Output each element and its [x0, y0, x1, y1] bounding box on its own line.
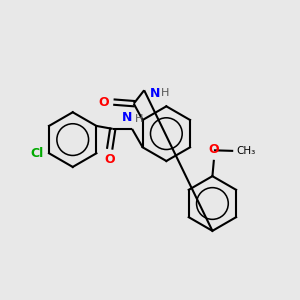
Text: O: O: [104, 153, 115, 166]
Text: H: H: [160, 88, 169, 98]
Text: O: O: [98, 96, 109, 109]
Text: CH₃: CH₃: [237, 146, 256, 156]
Text: H: H: [134, 113, 143, 124]
Text: O: O: [208, 143, 219, 156]
Text: N: N: [150, 87, 160, 100]
Text: Cl: Cl: [30, 147, 44, 160]
Text: N: N: [122, 110, 132, 124]
